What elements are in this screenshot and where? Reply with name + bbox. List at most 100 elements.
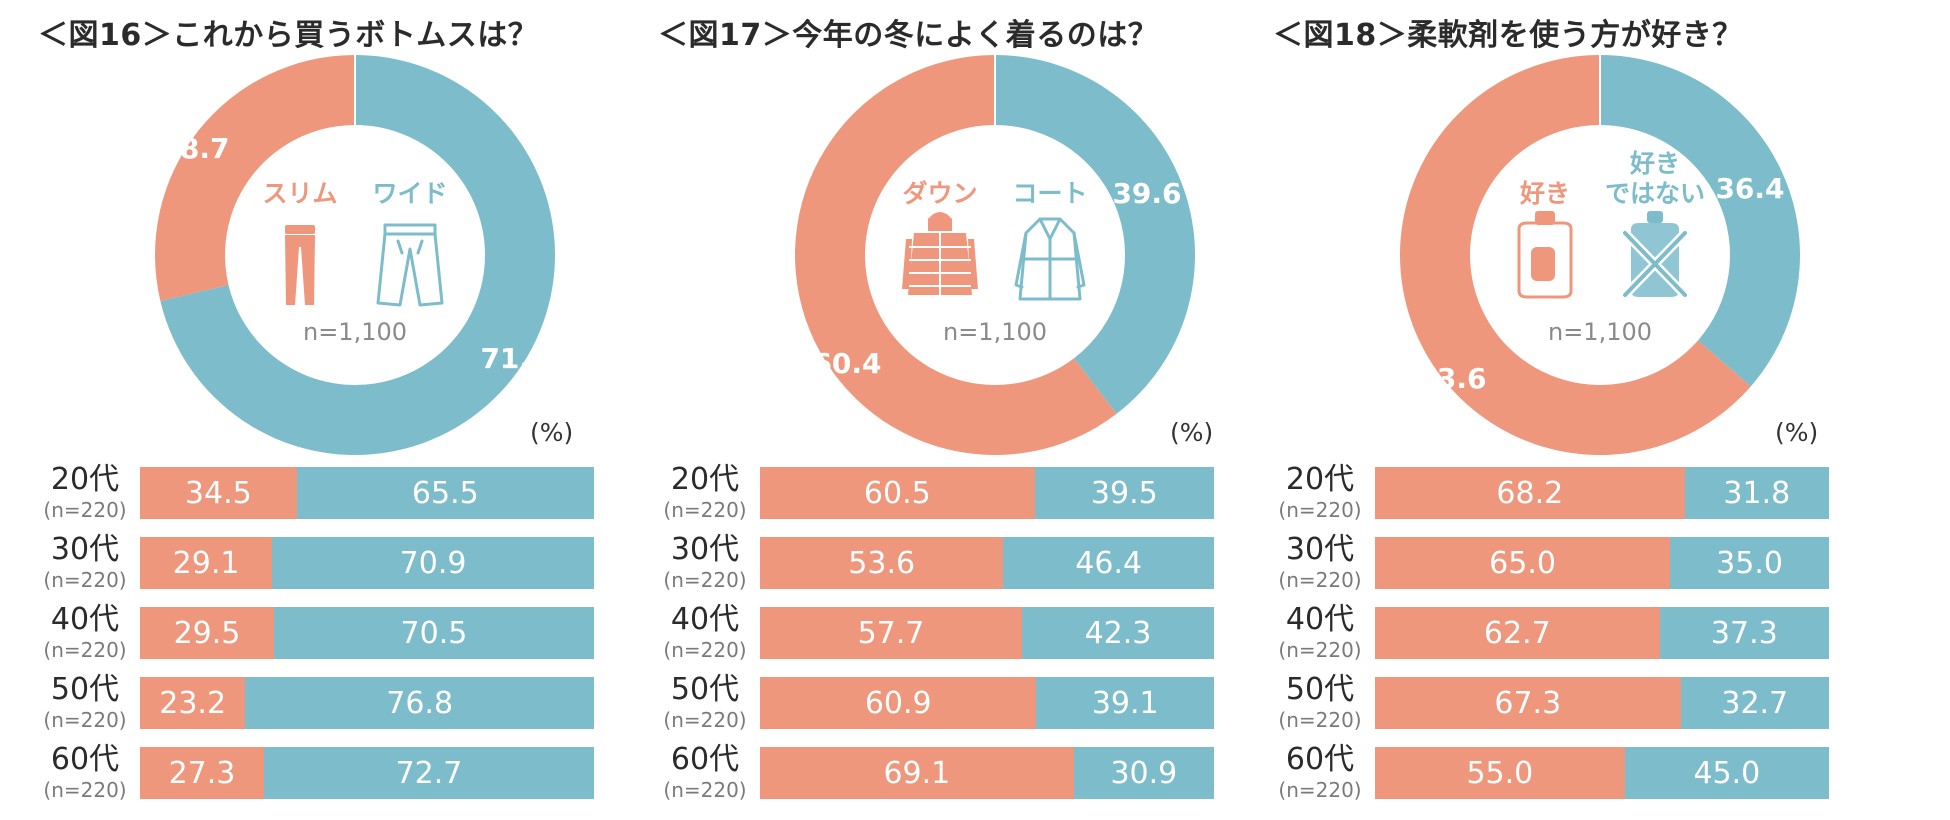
bar-segment-a: 55.0 [1375,747,1625,799]
age-group-sample-size: (n=220) [1278,638,1362,662]
pants-icon [285,225,315,305]
age-group-sample-size: (n=220) [1278,708,1362,732]
age-group-sample-size: (n=220) [43,708,127,732]
slice-value-label: 36.4 [1715,172,1784,205]
stacked-bar: 62.7 37.3 [1375,607,1829,659]
donut-slice-b [995,55,1195,414]
bar-segment-a: 69.1 [760,747,1074,799]
age-group-sample-size: (n=220) [1278,568,1362,592]
age-group-sample-size: (n=220) [43,778,127,802]
donut-chart: 60.4 39.6 ダウン コート n=1,100 [794,55,1195,455]
sample-size-label: n=1,100 [1548,318,1652,346]
age-group-sample-size: (n=220) [663,708,747,732]
age-group-label: 50代 [670,672,740,707]
age-group-label: 50代 [50,672,120,707]
bar-row: 50代 (n=220) 67.3 32.7 [1265,672,1885,732]
bar-segment-b: 32.7 [1680,677,1829,729]
stacked-bar: 68.2 31.8 [1375,467,1829,519]
bar-row: 20代 (n=220) 68.2 31.8 [1265,462,1885,522]
bar-segment-a: 65.0 [1375,537,1671,589]
age-group-label: 60代 [670,742,740,777]
age-group-sample-size: (n=220) [663,568,747,592]
chart-title: ＜図18＞柔軟剤を使う方が好き？ [1273,18,1743,53]
coat-icon [1014,217,1086,301]
stacked-bar: 29.1 70.9 [140,537,594,589]
age-group-label: 60代 [50,742,120,777]
bar-segment-b: 37.3 [1659,607,1829,659]
legend-label: 好き [1629,149,1680,178]
chart-panel-17: ＜図17＞今年の冬によく着るのは？ 60.4 39.6 ダウン コート n=1,100 (%… [650,0,1270,820]
unit-label: (%) [1170,418,1214,447]
unit-label: (%) [1775,418,1819,447]
bar-segment-b: 31.8 [1684,467,1829,519]
bar-segment-b: 65.5 [296,467,594,519]
age-group-label: 40代 [1285,602,1355,637]
sample-size-label: n=1,100 [943,318,1047,346]
bar-segment-a: 60.9 [760,677,1037,729]
donut-slice-a [155,55,355,302]
stacked-bar: 60.5 39.5 [760,467,1214,519]
age-group-label: 40代 [670,602,740,637]
bar-row: 60代 (n=220) 69.1 30.9 [650,742,1270,802]
bar-segment-a: 62.7 [1375,607,1660,659]
age-group-label: 30代 [1285,532,1355,567]
bar-segment-b: 42.3 [1021,607,1214,659]
bar-row: 30代 (n=220) 53.6 46.4 [650,532,1270,592]
slice-value-label: 71.3 [480,342,549,375]
bar-segment-b: 76.8 [245,677,594,729]
bar-segment-a: 67.3 [1375,677,1681,729]
legend-label: ダウン [902,179,977,208]
bar-row: 30代 (n=220) 29.1 70.9 [30,532,650,592]
bar-row: 40代 (n=220) 57.7 42.3 [650,602,1270,662]
legend-label: 好き [1519,179,1570,208]
bar-segment-b: 72.7 [263,747,594,799]
bar-row: 20代 (n=220) 34.5 65.5 [30,462,650,522]
legend-label: スリム [262,179,337,208]
age-group-sample-size: (n=220) [43,638,127,662]
legend-label: ではない [1605,179,1705,208]
chart-panel-16: ＜図16＞これから買うボトムスは？ 28.7 71.3 スリム ワイド n=1,100 (%… [30,0,650,820]
age-group-sample-size: (n=220) [663,638,747,662]
chart-title: ＜図16＞これから買うボトムスは？ [38,18,539,53]
age-group-label: 20代 [1285,462,1355,497]
age-group-sample-size: (n=220) [43,498,127,522]
bar-segment-a: 68.2 [1375,467,1685,519]
no-softener-icon [1620,211,1690,300]
bar-segment-b: 45.0 [1624,747,1829,799]
stacked-bar: 60.9 39.1 [760,677,1214,729]
age-group-label: 40代 [50,602,120,637]
donut-slice-a [794,55,1117,455]
bar-segment-b: 70.5 [273,607,594,659]
bar-segment-a: 57.7 [760,607,1022,659]
stacked-bar: 69.1 30.9 [760,747,1214,799]
slice-value-label: 63.6 [1417,362,1486,395]
age-group-label: 20代 [670,462,740,497]
age-group-label: 30代 [670,532,740,567]
unit-label: (%) [530,418,574,447]
wide-pants-icon [376,223,444,307]
slice-value-label: 60.4 [812,347,881,380]
bar-segment-b: 35.0 [1670,537,1829,589]
slice-value-label: 39.6 [1112,177,1181,210]
bar-segment-a: 29.1 [140,537,273,589]
stacked-bar: 34.5 65.5 [140,467,594,519]
stacked-bar: 55.0 45.0 [1375,747,1829,799]
bar-row: 30代 (n=220) 65.0 35.0 [1265,532,1885,592]
bar-segment-b: 39.5 [1034,467,1214,519]
bar-row: 60代 (n=220) 27.3 72.7 [30,742,650,802]
bar-segment-a: 27.3 [140,747,264,799]
age-group-sample-size: (n=220) [663,778,747,802]
stacked-bar: 27.3 72.7 [140,747,594,799]
donut-slice-b [1600,55,1800,387]
bar-segment-b: 39.1 [1036,677,1214,729]
stacked-bar: 65.0 35.0 [1375,537,1829,589]
legend-label: ワイド [372,179,447,208]
bar-row: 50代 (n=220) 60.9 39.1 [650,672,1270,732]
bar-segment-b: 46.4 [1003,537,1214,589]
bar-segment-a: 23.2 [140,677,246,729]
slice-value-label: 28.7 [160,132,229,165]
donut-chart: 28.7 71.3 スリム ワイド n=1,100 [155,55,555,455]
age-group-label: 30代 [50,532,120,567]
donut-slice-b [160,55,555,455]
